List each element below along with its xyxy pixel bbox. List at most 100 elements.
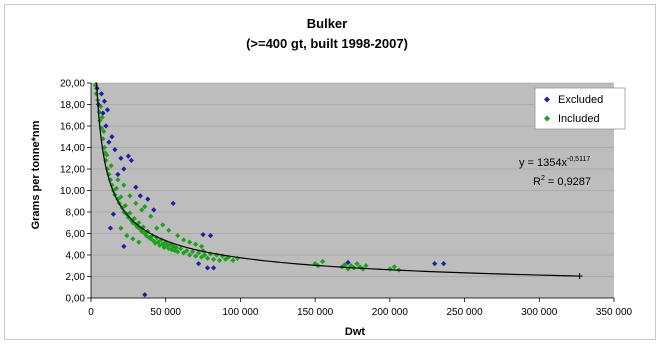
x-tick-label: 150 000 bbox=[297, 307, 334, 318]
x-tick-label: 250 000 bbox=[446, 307, 483, 318]
data-point-excluded bbox=[133, 184, 139, 190]
equation-exponent: -0,5117 bbox=[567, 156, 590, 163]
x-tick-label: 50 000 bbox=[150, 307, 181, 318]
y-tick-label: 4,00 bbox=[66, 251, 86, 262]
data-point-included bbox=[216, 257, 223, 263]
equation-text: y = 1354x-0,5117 bbox=[519, 156, 590, 169]
data-point-included bbox=[320, 258, 326, 265]
trendline-equation: y = 1354x-0,5117 R2 = 0,9287 bbox=[519, 156, 591, 188]
data-point-excluded bbox=[204, 265, 211, 271]
chart-subtitle: (>=400 gt, built 1998-2007) bbox=[246, 36, 408, 51]
data-point-included bbox=[193, 241, 199, 247]
data-point-excluded bbox=[121, 243, 127, 249]
data-point-excluded bbox=[170, 200, 176, 206]
legend-label-included: Included bbox=[558, 113, 600, 125]
data-point-excluded bbox=[137, 193, 143, 199]
data-point-included bbox=[125, 214, 131, 220]
data-point-included bbox=[142, 204, 148, 210]
chart-frame: Bulker (>=400 gt, built 1998-2007) 0,00 2… bbox=[4, 4, 656, 340]
y-axis-ticks: 0,00 2,00 4,00 6,00 8,00 10,00 12,00 14,00 16,00… bbox=[60, 79, 91, 305]
data-point-included bbox=[181, 237, 187, 243]
legend-box bbox=[534, 87, 626, 130]
data-point-excluded bbox=[98, 91, 105, 97]
data-point-excluded bbox=[200, 231, 206, 238]
legend-marker-excluded bbox=[544, 96, 550, 103]
data-point-included bbox=[210, 256, 217, 262]
data-point-excluded bbox=[112, 147, 118, 153]
r2-prefix: R bbox=[533, 176, 541, 188]
data-point-included bbox=[173, 244, 179, 251]
data-point-excluded bbox=[104, 107, 111, 113]
y-tick-label: 2,00 bbox=[66, 272, 86, 283]
data-point-included bbox=[391, 264, 397, 270]
data-point-included bbox=[387, 266, 393, 272]
data-point-included bbox=[136, 220, 142, 226]
data-point-excluded bbox=[103, 123, 109, 129]
data-point-excluded bbox=[207, 233, 214, 239]
y-tick-label: 20,00 bbox=[60, 79, 85, 90]
data-point-included bbox=[195, 250, 202, 256]
data-point-included bbox=[109, 182, 115, 188]
x-tick-label: 200 000 bbox=[372, 307, 409, 318]
legend-marker-included bbox=[544, 115, 550, 122]
x-tick-label: 0 bbox=[88, 307, 94, 318]
data-point-excluded bbox=[441, 261, 447, 267]
data-point-excluded bbox=[210, 265, 217, 271]
data-point-included bbox=[108, 163, 114, 169]
data-point-included bbox=[136, 239, 142, 245]
data-point-included bbox=[312, 261, 318, 267]
data-point-excluded bbox=[128, 157, 134, 163]
data-point-included bbox=[190, 249, 196, 255]
data-point-excluded bbox=[109, 134, 115, 140]
data-point-excluded bbox=[115, 171, 121, 177]
trendline bbox=[95, 82, 580, 277]
gridlines bbox=[90, 82, 614, 299]
data-point-included bbox=[230, 257, 236, 263]
chart-title: Bulker bbox=[307, 16, 347, 31]
equation-base: y = 1354x bbox=[519, 157, 568, 169]
data-point-included bbox=[178, 245, 184, 252]
data-point-included bbox=[130, 236, 136, 242]
data-point-excluded bbox=[106, 139, 112, 145]
y-tick-label: 16,00 bbox=[60, 122, 85, 133]
data-point-included bbox=[201, 252, 208, 258]
data-point-included bbox=[187, 239, 193, 245]
data-point-included bbox=[187, 252, 193, 258]
data-point-included bbox=[124, 233, 130, 239]
data-point-excluded bbox=[118, 155, 124, 161]
y-tick-label: 8,00 bbox=[66, 208, 86, 219]
y-tick-label: 10,00 bbox=[60, 186, 85, 197]
data-point-excluded bbox=[142, 292, 148, 298]
data-point-included bbox=[193, 253, 199, 259]
data-point-included bbox=[363, 263, 369, 269]
data-point-included bbox=[122, 202, 128, 209]
scatter-chart: Bulker (>=400 gt, built 1998-2007) 0,00 2… bbox=[30, 16, 633, 338]
data-point-included bbox=[97, 118, 103, 124]
data-point-excluded bbox=[195, 261, 202, 267]
data-point-included bbox=[175, 233, 181, 239]
data-point-included bbox=[154, 225, 160, 231]
data-point-included bbox=[118, 225, 124, 231]
data-point-included bbox=[354, 261, 360, 267]
data-point-excluded bbox=[101, 98, 108, 104]
x-axis-ticks: 0 50 000 100 000 150 000 200 000 250 000 300 0… bbox=[88, 298, 633, 318]
y-axis-label: Grams per tonne*nm bbox=[30, 120, 42, 229]
y-tick-label: 0,00 bbox=[66, 294, 86, 305]
data-point-included bbox=[166, 227, 172, 233]
y-tick-label: 12,00 bbox=[60, 165, 85, 176]
data-point-excluded bbox=[151, 207, 157, 213]
data-point-excluded bbox=[145, 196, 151, 202]
data-point-included bbox=[99, 114, 105, 120]
y-tick-label: 14,00 bbox=[60, 143, 85, 154]
r-squared-text: R2 = 0,9287 bbox=[533, 175, 591, 188]
r2-suffix: = 0,9287 bbox=[545, 176, 591, 188]
data-point-included bbox=[184, 248, 190, 254]
y-tick-label: 18,00 bbox=[60, 100, 85, 111]
data-point-included bbox=[148, 213, 154, 219]
data-point-excluded bbox=[432, 261, 438, 267]
data-point-included bbox=[121, 182, 127, 188]
data-point-included bbox=[101, 144, 108, 151]
data-point-excluded bbox=[125, 153, 131, 159]
legend: Excluded Included bbox=[534, 87, 626, 130]
x-axis-label: Dwt bbox=[345, 326, 366, 338]
